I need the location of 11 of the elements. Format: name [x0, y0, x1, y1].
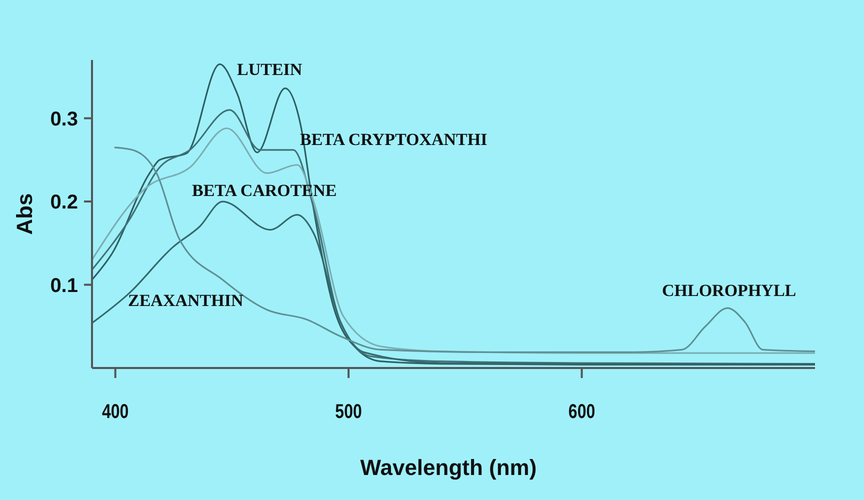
x-axis-title: Wavelength (nm) [360, 455, 537, 480]
annotation: CHLOROPHYLL [662, 281, 796, 300]
y-tick-label: 0.1 [50, 274, 78, 297]
x-tick-label: 400 [102, 400, 129, 422]
annotation: ZEAXANTHIN [128, 291, 244, 310]
x-tick-label: 600 [568, 400, 596, 422]
y-tick-label: 0.3 [50, 108, 78, 130]
y-axis-title: Abs [12, 193, 37, 235]
annotation: LUTEIN [237, 60, 303, 79]
y-tick-label: 0.2 [50, 192, 78, 214]
x-tick-label: 500 [335, 400, 362, 422]
